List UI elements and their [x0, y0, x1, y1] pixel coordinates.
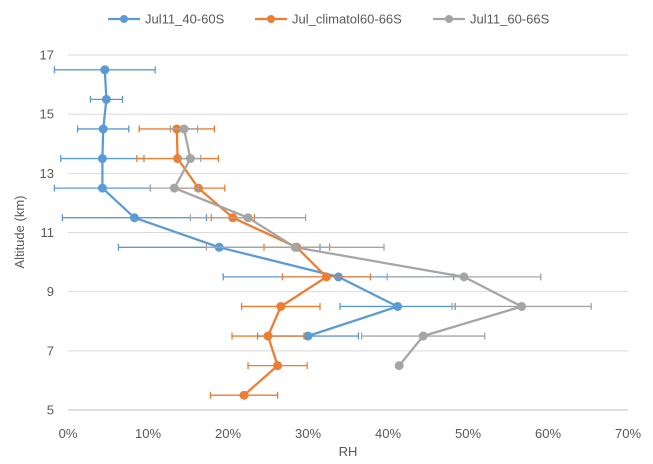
data-point [97, 154, 107, 164]
data-point [393, 301, 403, 311]
x-tick-label: 0% [59, 426, 78, 441]
data-point [243, 213, 253, 223]
legend-marker [267, 15, 275, 23]
x-tick-label: 70% [615, 426, 641, 441]
tick-labels: 5 7 9 11 13 15 17 0% 10% 20% 30% 40% 50% 60% 70% [40, 48, 642, 442]
series-line [101, 69, 399, 338]
data-point [276, 301, 286, 311]
y-tick-label: 9 [47, 284, 54, 299]
legend-label: Jul11_40-60S [145, 12, 225, 27]
x-tick-label: 50% [455, 426, 481, 441]
data-point [169, 183, 179, 193]
grid [68, 54, 628, 352]
legend-marker [445, 15, 453, 23]
series-1 [53, 65, 456, 341]
data-point [418, 331, 428, 341]
plot-area [53, 65, 592, 400]
series-line [175, 128, 328, 397]
legend-label: Jul11_60-66S [470, 12, 550, 27]
data-point [185, 154, 195, 164]
data-point [101, 94, 111, 104]
x-axis-title: RH [339, 444, 358, 459]
legend-item: Jul_climatol60-66S [255, 12, 402, 27]
data-point [517, 301, 527, 311]
y-tick-label: 13 [40, 166, 54, 181]
y-tick-label: 11 [41, 225, 55, 240]
series-3 [149, 124, 592, 371]
x-tick-label: 40% [375, 426, 401, 441]
legend-item: Jul11_60-66S [433, 12, 550, 27]
y-tick-label: 5 [47, 403, 54, 418]
data-point [97, 183, 107, 193]
legend-item: Jul11_40-60S [108, 12, 225, 27]
data-point [239, 390, 249, 400]
legend: Jul11_40-60S Jul_climatol60-66S Jul11_60-6… [108, 12, 550, 27]
legend-label: Jul_climatol60-66S [292, 12, 402, 27]
x-tick-label: 20% [215, 426, 241, 441]
data-point [179, 124, 189, 134]
x-tick-label: 10% [135, 426, 161, 441]
data-point [273, 361, 283, 371]
x-tick-label: 60% [535, 426, 561, 441]
series-2 [136, 124, 372, 400]
data-point [290, 242, 300, 252]
y-axis-title: Altitude (km) [12, 196, 27, 269]
data-point [129, 213, 139, 223]
data-point [263, 331, 273, 341]
data-point [394, 361, 404, 371]
data-point [321, 272, 331, 282]
y-tick-label: 15 [40, 107, 54, 122]
data-point [459, 272, 469, 282]
legend-marker [120, 15, 128, 23]
y-tick-label: 7 [47, 343, 54, 358]
data-point [98, 124, 108, 134]
data-point [100, 65, 110, 75]
y-tick-label: 17 [40, 48, 54, 63]
x-tick-label: 30% [295, 426, 321, 441]
data-point [303, 331, 313, 341]
